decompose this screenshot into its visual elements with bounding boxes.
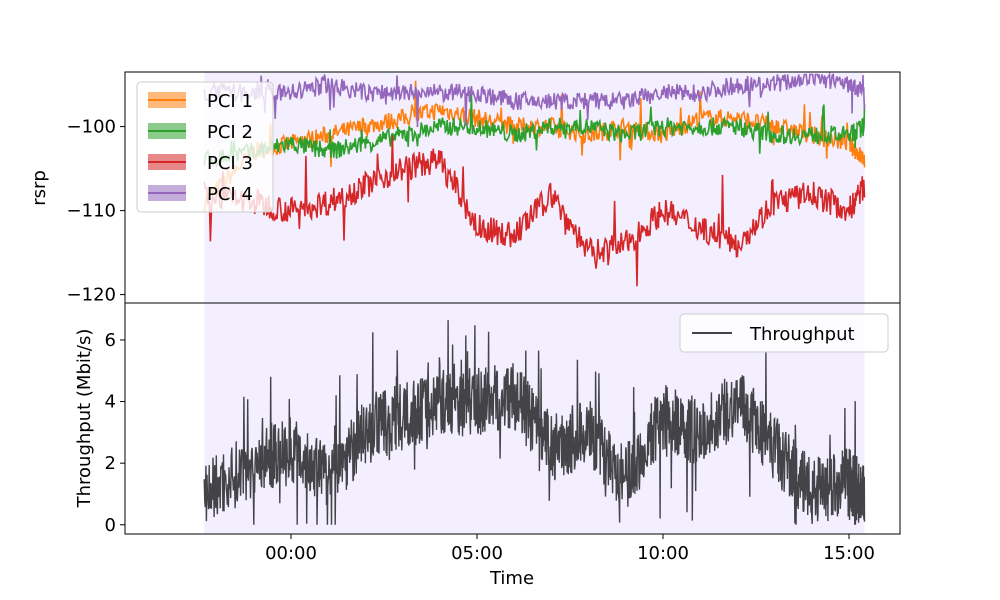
x-tick-label: 00:00 — [265, 543, 317, 564]
throughput-series-line — [203, 320, 866, 525]
rsrp-legend-box — [136, 81, 274, 213]
series-line-pci-3 — [203, 135, 866, 287]
y-tick-label: 2 — [105, 453, 116, 474]
throughput-legend: Throughput — [679, 313, 889, 353]
legend-label: PCI 1 — [207, 91, 253, 112]
y-tick-label: 4 — [105, 392, 116, 413]
y-tick-label: −100 — [67, 117, 116, 138]
time-axis-label: Time — [489, 568, 534, 589]
series-line-pci-2 — [203, 93, 866, 169]
legend-label: Throughput — [749, 324, 855, 345]
series-line-throughput — [203, 320, 866, 525]
top-y-ticks: −120 −110 −100 — [67, 117, 125, 306]
y-tick-label: 0 — [105, 515, 116, 536]
bottom-axes-frame — [124, 302, 901, 535]
series-line-pci-1 — [203, 80, 866, 212]
top-shaded-region — [204, 72, 865, 303]
x-tick-label: 15:00 — [823, 543, 875, 564]
legend-label: PCI 4 — [207, 184, 253, 205]
rsrp-axis-label: rsrp — [29, 170, 50, 206]
y-tick-label: −120 — [67, 285, 116, 306]
legend-label: PCI 2 — [207, 122, 253, 143]
rsrp-legend: PCI 1 PCI 2 PCI 3 PCI 4 — [136, 81, 274, 213]
rsrp-panel: −120 −110 −100 rsrp PCI 1 PCI 2 PCI 3 PCI 4 — [29, 71, 901, 306]
y-tick-label: −110 — [67, 201, 116, 222]
bottom-y-ticks: 0 2 4 6 — [105, 330, 125, 536]
x-tick-label: 10:00 — [637, 543, 689, 564]
x-ticks: 00:00 05:00 10:00 15:00 — [265, 534, 875, 564]
legend-label: PCI 3 — [207, 153, 253, 174]
throughput-legend-box — [679, 313, 889, 353]
series-line-pci-4 — [203, 71, 866, 128]
throughput-panel: 0 2 4 6 00:00 05:00 10:00 15:00 Throughput (Mb… — [74, 302, 901, 589]
rsrp-series-lines — [203, 71, 866, 287]
x-tick-label: 05:00 — [451, 543, 503, 564]
y-tick-label: 6 — [105, 330, 116, 351]
throughput-axis-label: Throughput (Mbit/s) — [74, 329, 95, 509]
